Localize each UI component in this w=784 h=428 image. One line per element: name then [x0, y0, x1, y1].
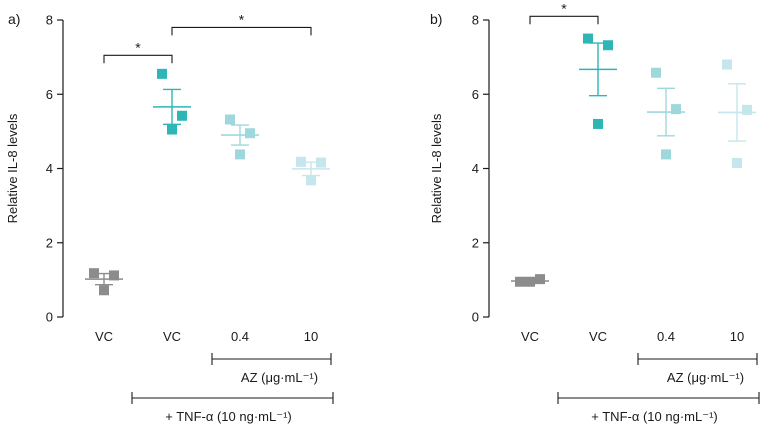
data-point [157, 68, 167, 79]
y-tick-label: 6 [472, 87, 479, 102]
data-point [177, 110, 187, 121]
x-category-label: VC [589, 329, 607, 344]
y-axis-label: Relative IL-8 levels [5, 113, 20, 223]
data-point [316, 157, 326, 168]
y-tick-label: 8 [472, 13, 479, 28]
significance-star: * [135, 39, 141, 55]
data-point [593, 118, 603, 129]
y-tick-label: 4 [46, 161, 53, 176]
data-point [535, 274, 545, 285]
group-label: AZ (μg·mL⁻¹) [241, 370, 318, 385]
data-point [89, 268, 99, 279]
x-category-label: 10 [304, 329, 318, 344]
group-label: AZ (μg·mL⁻¹) [667, 370, 744, 385]
data-point [235, 149, 245, 160]
data-point [225, 114, 235, 125]
panel-a: a) 0 2 4 6 8 Relative IL-8 levels VC VC 0.4 10 * * AZ… [5, 11, 334, 424]
data-point [99, 285, 109, 296]
data-point [732, 157, 742, 168]
y-tick-label: 2 [46, 235, 53, 250]
y-tick-label: 0 [472, 310, 479, 325]
significance-star: * [561, 0, 567, 16]
significance-star: * [239, 11, 245, 27]
x-category-label: 10 [730, 329, 744, 344]
data-point [245, 128, 255, 139]
y-tick-label: 4 [472, 161, 479, 176]
significance-bracket [171, 26, 312, 36]
x-category-label: VC [95, 329, 113, 344]
panel-label: b) [430, 11, 442, 27]
panel-b: b) 0 2 4 6 8 Relative IL-8 levels VC VC 0.4 10 * AZ … [429, 0, 760, 424]
data-point [306, 175, 316, 186]
y-tick-label: 2 [472, 235, 479, 250]
data-point [722, 59, 732, 70]
x-category-label: VC [521, 329, 539, 344]
x-category-label: 0.4 [231, 329, 249, 344]
group-label: + TNF-α (10 ng·mL⁻¹) [165, 409, 291, 424]
x-category-label: VC [163, 329, 181, 344]
data-point [742, 104, 752, 115]
group-label: + TNF-α (10 ng·mL⁻¹) [591, 409, 717, 424]
data-point [661, 149, 671, 160]
significance-bracket [103, 54, 173, 64]
data-point [167, 124, 177, 135]
y-tick-label: 0 [46, 310, 53, 325]
y-tick-label: 8 [46, 13, 53, 28]
data-point [296, 156, 306, 167]
data-point [109, 270, 119, 281]
data-point [583, 33, 593, 44]
panel-label: a) [8, 11, 20, 27]
significance-bracket [529, 15, 599, 25]
y-axis-label: Relative IL-8 levels [429, 113, 444, 223]
x-category-label: 0.4 [657, 329, 675, 344]
data-point [603, 40, 613, 51]
data-point [651, 67, 661, 78]
data-point [671, 104, 681, 115]
y-tick-label: 6 [46, 87, 53, 102]
